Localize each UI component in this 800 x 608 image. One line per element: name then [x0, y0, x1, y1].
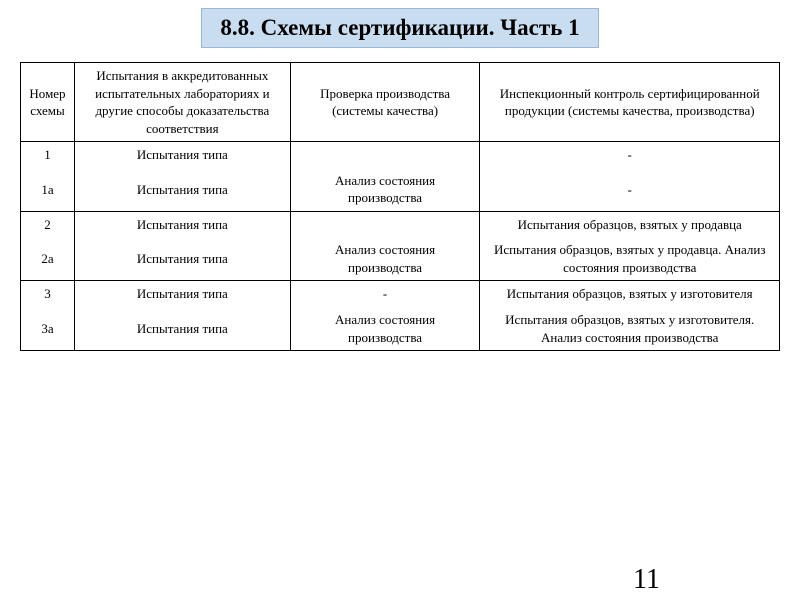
cell-prod: Анализ состояния производства	[290, 237, 480, 281]
table-row: 3а Испытания типа Анализ состояния произ…	[21, 307, 780, 351]
col-header-number: Номер схемы	[21, 63, 75, 142]
cell-number: 1а	[21, 168, 75, 212]
cell-insp: Испытания образцов, взятых у продавца. А…	[480, 237, 780, 281]
cell-number: 3	[21, 281, 75, 307]
cell-prod: Анализ состояния производства	[290, 168, 480, 212]
table-row: 1 Испытания типа -	[21, 142, 780, 168]
cell-number: 3а	[21, 307, 75, 351]
cell-prod	[290, 142, 480, 168]
col-header-production: Проверка производства (системы качества)	[290, 63, 480, 142]
cell-test: Испытания типа	[74, 168, 290, 212]
cell-test: Испытания типа	[74, 211, 290, 237]
cell-test: Испытания типа	[74, 307, 290, 351]
cell-insp: Испытания образцов, взятых у продавца	[480, 211, 780, 237]
cell-prod: -	[290, 281, 480, 307]
cell-test: Испытания типа	[74, 142, 290, 168]
table-row: 2а Испытания типа Анализ состояния произ…	[21, 237, 780, 281]
table-header-row: Номер схемы Испытания в аккредитованных …	[21, 63, 780, 142]
cell-prod	[290, 211, 480, 237]
col-header-inspection: Инспекционный контроль сертифицированной…	[480, 63, 780, 142]
table-row: 1а Испытания типа Анализ состояния произ…	[21, 168, 780, 212]
cell-insp: -	[480, 168, 780, 212]
cell-insp: -	[480, 142, 780, 168]
cell-test: Испытания типа	[74, 237, 290, 281]
cell-test: Испытания типа	[74, 281, 290, 307]
certification-table: Номер схемы Испытания в аккредитованных …	[20, 62, 780, 351]
page-number: 11	[633, 564, 660, 596]
cell-insp: Испытания образцов, взятых у изготовител…	[480, 281, 780, 307]
page-title-box: 8.8. Схемы сертификации. Часть 1	[201, 8, 598, 48]
col-header-tests: Испытания в аккредитованных испытательны…	[74, 63, 290, 142]
cell-prod: Анализ состояния производства	[290, 307, 480, 351]
table-row: 3 Испытания типа - Испытания образцов, в…	[21, 281, 780, 307]
cell-number: 1	[21, 142, 75, 168]
cell-number: 2	[21, 211, 75, 237]
page-title: 8.8. Схемы сертификации. Часть 1	[220, 15, 579, 41]
table-row: 2 Испытания типа Испытания образцов, взя…	[21, 211, 780, 237]
cell-insp: Испытания образцов, взятых у изготовител…	[480, 307, 780, 351]
cell-number: 2а	[21, 237, 75, 281]
